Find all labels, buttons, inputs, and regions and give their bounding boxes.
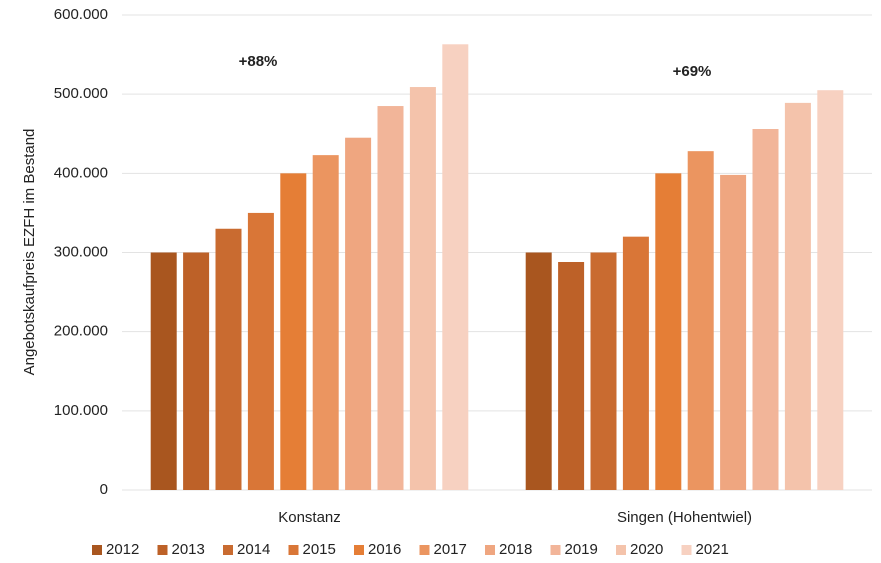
legend-swatch — [354, 545, 364, 555]
legend-swatch — [681, 545, 692, 555]
bar — [377, 106, 404, 491]
y-tick-label: 0 — [100, 481, 108, 498]
bar — [817, 90, 844, 490]
legend-label: 2021 — [696, 541, 729, 558]
legend-label: 2013 — [172, 541, 205, 558]
y-tick-label: 200.000 — [54, 323, 108, 340]
legend-swatch — [419, 545, 430, 555]
bar — [590, 252, 617, 490]
bar — [183, 252, 210, 490]
bar — [150, 252, 177, 490]
annotation: +69% — [673, 63, 712, 80]
legend-swatch — [92, 545, 102, 555]
legend-swatch — [223, 545, 233, 555]
legend-label: 2012 — [106, 541, 139, 558]
bar — [345, 137, 372, 491]
bar — [442, 44, 469, 491]
legend-label: 2020 — [630, 541, 663, 558]
legend-label: 2016 — [368, 541, 401, 558]
bar — [720, 174, 747, 490]
legend-label: 2019 — [565, 541, 598, 558]
bar — [409, 87, 436, 491]
legend-swatch — [157, 545, 168, 555]
y-tick-label: 300.000 — [54, 243, 108, 260]
annotation: +88% — [239, 53, 278, 70]
legend-swatch — [550, 545, 561, 555]
y-tick-label: 400.000 — [54, 164, 108, 181]
y-tick-label: 500.000 — [54, 85, 108, 102]
bar — [215, 228, 242, 490]
legend-swatch — [616, 545, 626, 555]
y-tick-label: 600.000 — [54, 6, 108, 23]
bar — [752, 129, 779, 490]
bar — [622, 236, 649, 490]
bar — [784, 102, 811, 490]
legend-label: 2014 — [237, 541, 270, 558]
x-tick-label: Konstanz — [278, 509, 341, 526]
bar — [655, 173, 682, 491]
legend-swatch — [485, 545, 495, 555]
bar — [247, 212, 274, 490]
bar — [280, 173, 307, 491]
y-axis-label: Angebotskaufpreis EZFH im Bestand — [21, 129, 38, 376]
bar — [558, 262, 585, 490]
legend-label: 2017 — [434, 541, 467, 558]
y-tick-label: 100.000 — [54, 402, 108, 419]
bar — [525, 252, 552, 490]
legend-label: 2018 — [499, 541, 532, 558]
legend-label: 2015 — [303, 541, 336, 558]
bar — [687, 151, 714, 490]
bar — [312, 155, 339, 490]
legend-swatch — [288, 545, 299, 555]
x-tick-label: Singen (Hohentwiel) — [617, 509, 752, 526]
